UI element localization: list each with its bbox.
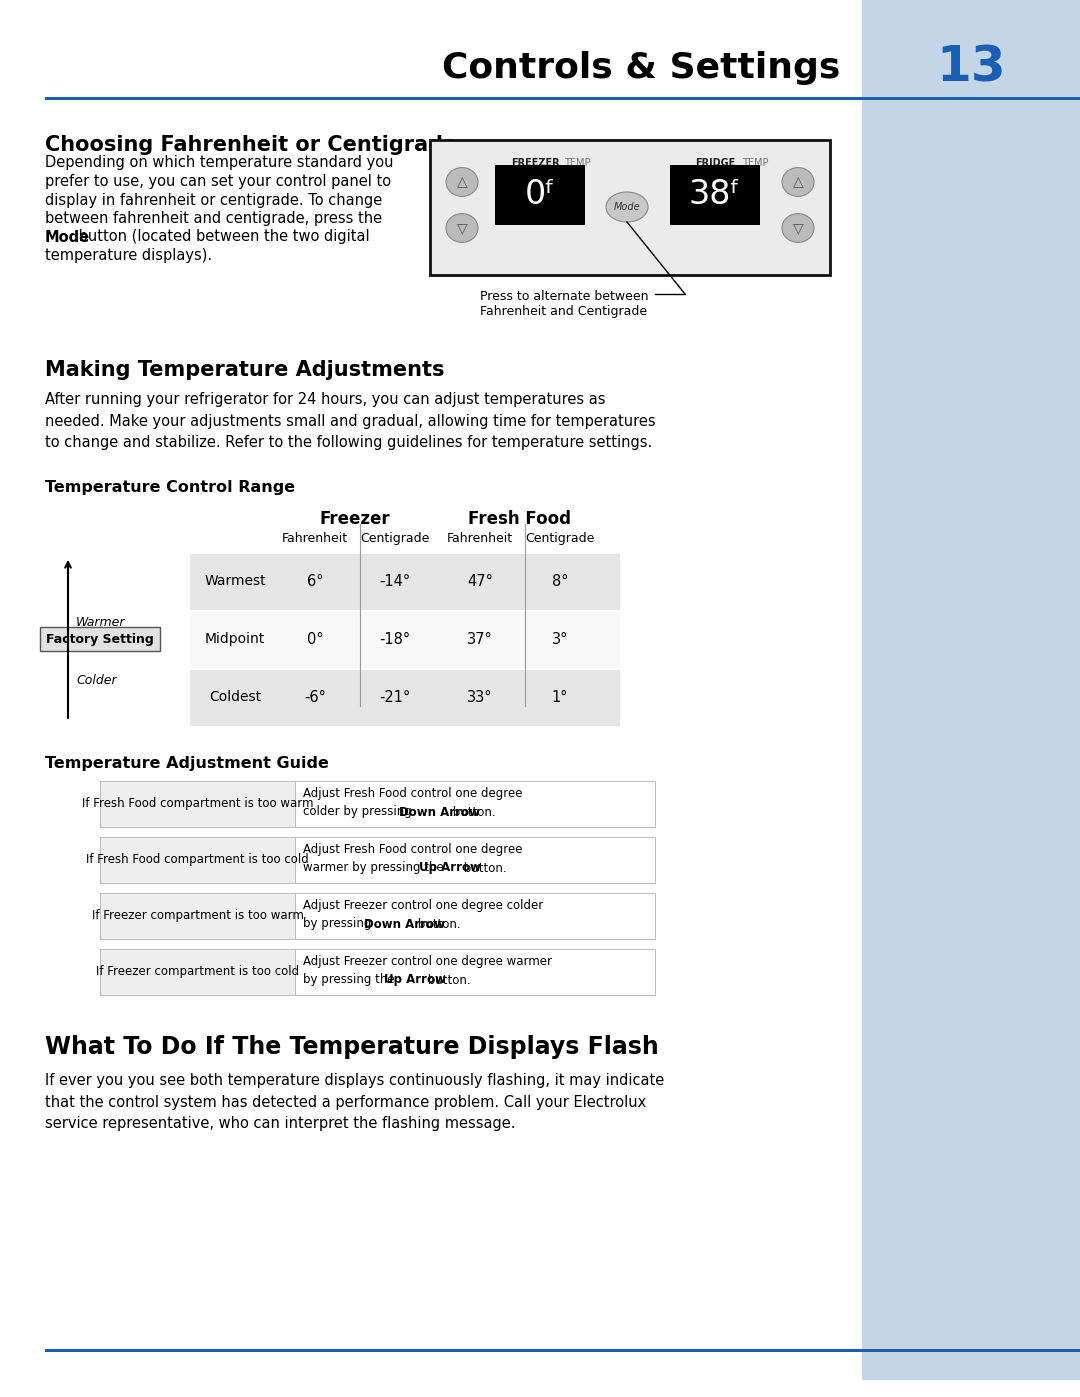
Bar	[430, 140, 831, 275]
Text: FREEZER: FREEZER	[511, 158, 559, 168]
Text: Temperature Adjustment Guide: Temperature Adjustment Guide	[45, 756, 329, 771]
Text: TEMP: TEMP	[742, 158, 768, 168]
Bar	[100, 781, 295, 827]
Bar	[495, 165, 585, 225]
Text: Making Temperature Adjustments: Making Temperature Adjustments	[45, 360, 445, 380]
Text: button.: button.	[424, 974, 471, 986]
Bar	[45, 1350, 862, 1352]
Text: button.: button.	[414, 918, 461, 930]
Text: ▽: ▽	[457, 221, 468, 235]
Text: Adjust Freezer control one degree colder: Adjust Freezer control one degree colder	[303, 900, 543, 912]
Text: button.: button.	[449, 806, 496, 819]
Text: -14°: -14°	[379, 574, 410, 588]
Text: between fahrenheit and centigrade, press the: between fahrenheit and centigrade, press…	[45, 211, 382, 226]
Bar	[295, 893, 654, 939]
Text: Down Arrow: Down Arrow	[364, 918, 445, 930]
Bar	[862, 0, 1080, 1380]
Text: Fahrenheit and Centigrade: Fahrenheit and Centigrade	[480, 305, 647, 319]
Text: by pressing the: by pressing the	[303, 974, 399, 986]
Text: If Freezer compartment is too warm: If Freezer compartment is too warm	[92, 909, 303, 922]
Bar	[295, 949, 654, 995]
Bar	[190, 612, 620, 668]
Text: 13: 13	[936, 43, 1005, 92]
Text: 38ᶠ: 38ᶠ	[689, 179, 741, 211]
Bar	[100, 837, 295, 883]
Bar	[295, 781, 654, 827]
Text: Adjust Freezer control one degree warmer: Adjust Freezer control one degree warmer	[303, 956, 552, 968]
Text: 37°: 37°	[468, 631, 492, 647]
Bar	[100, 949, 295, 995]
Text: 47°: 47°	[467, 574, 492, 588]
Text: Centigrade: Centigrade	[525, 532, 595, 545]
Ellipse shape	[446, 214, 478, 243]
Bar	[862, 96, 1080, 101]
Text: Controls & Settings: Controls & Settings	[442, 52, 840, 85]
Ellipse shape	[606, 191, 648, 222]
Text: If ever you you see both temperature displays continuously flashing, it may indi: If ever you you see both temperature dis…	[45, 1073, 664, 1132]
Ellipse shape	[782, 168, 814, 197]
Bar	[295, 837, 654, 883]
Text: Temperature Control Range: Temperature Control Range	[45, 481, 295, 495]
Text: Fresh Food: Fresh Food	[469, 510, 571, 528]
Text: If Fresh Food compartment is too warm: If Fresh Food compartment is too warm	[82, 798, 313, 810]
Bar	[862, 1350, 1080, 1352]
Text: Press to alternate between: Press to alternate between	[480, 291, 648, 303]
Bar	[40, 627, 160, 651]
Text: prefer to use, you can set your control panel to: prefer to use, you can set your control …	[45, 175, 391, 189]
Bar	[45, 96, 862, 101]
Bar	[670, 165, 760, 225]
Text: warmer by pressing the: warmer by pressing the	[303, 862, 447, 875]
Text: Mode: Mode	[613, 203, 640, 212]
Text: Coldest: Coldest	[208, 690, 261, 704]
Text: Fahrenheit: Fahrenheit	[282, 532, 348, 545]
Text: △: △	[457, 175, 468, 189]
Bar	[190, 671, 620, 726]
Text: If Fresh Food compartment is too cold: If Fresh Food compartment is too cold	[86, 854, 309, 866]
Bar	[190, 555, 620, 610]
Text: Up Arrow: Up Arrow	[419, 862, 481, 875]
Text: Adjust Fresh Food control one degree: Adjust Fresh Food control one degree	[303, 788, 523, 800]
Text: What To Do If The Temperature Displays Flash: What To Do If The Temperature Displays F…	[45, 1035, 659, 1059]
Text: temperature displays).: temperature displays).	[45, 249, 212, 263]
Text: 3°: 3°	[552, 631, 568, 647]
Text: button (located between the two digital: button (located between the two digital	[73, 229, 369, 244]
Text: Up Arrow: Up Arrow	[383, 974, 446, 986]
Text: If Freezer compartment is too cold: If Freezer compartment is too cold	[96, 965, 299, 978]
Text: Centigrade: Centigrade	[361, 532, 430, 545]
Text: by pressing: by pressing	[303, 918, 375, 930]
Text: After running your refrigerator for 24 hours, you can adjust temperatures as
nee: After running your refrigerator for 24 h…	[45, 393, 656, 450]
Text: Warmer: Warmer	[76, 616, 125, 629]
Text: Fahrenheit: Fahrenheit	[447, 532, 513, 545]
Text: Midpoint: Midpoint	[205, 631, 265, 645]
Ellipse shape	[446, 168, 478, 197]
Text: Factory Setting: Factory Setting	[46, 633, 153, 645]
Text: Mode: Mode	[45, 229, 90, 244]
Bar	[100, 893, 295, 939]
Text: Choosing Fahrenheit or Centigrade: Choosing Fahrenheit or Centigrade	[45, 136, 457, 155]
Text: -21°: -21°	[379, 690, 410, 704]
Text: 33°: 33°	[468, 690, 492, 704]
Text: 6°: 6°	[307, 574, 323, 588]
Text: button.: button.	[460, 862, 507, 875]
Text: display in fahrenheit or centigrade. To change: display in fahrenheit or centigrade. To …	[45, 193, 382, 208]
Text: Warmest: Warmest	[204, 574, 266, 588]
Text: 0ᶠ: 0ᶠ	[525, 179, 555, 211]
Text: 8°: 8°	[552, 574, 568, 588]
Text: -6°: -6°	[305, 690, 326, 704]
Text: -18°: -18°	[379, 631, 410, 647]
Text: TEMP: TEMP	[564, 158, 591, 168]
Text: ▽: ▽	[793, 221, 804, 235]
Text: FRIDGE: FRIDGE	[694, 158, 735, 168]
Text: Depending on which temperature standard you: Depending on which temperature standard …	[45, 155, 393, 170]
Text: Down Arrow: Down Arrow	[399, 806, 480, 819]
Text: colder by pressing: colder by pressing	[303, 806, 416, 819]
Text: Colder: Colder	[76, 673, 117, 686]
Text: 0°: 0°	[307, 631, 323, 647]
Text: 1°: 1°	[552, 690, 568, 704]
Text: Adjust Fresh Food control one degree: Adjust Fresh Food control one degree	[303, 844, 523, 856]
Ellipse shape	[782, 214, 814, 243]
Text: △: △	[793, 175, 804, 189]
Text: Freezer: Freezer	[320, 510, 390, 528]
